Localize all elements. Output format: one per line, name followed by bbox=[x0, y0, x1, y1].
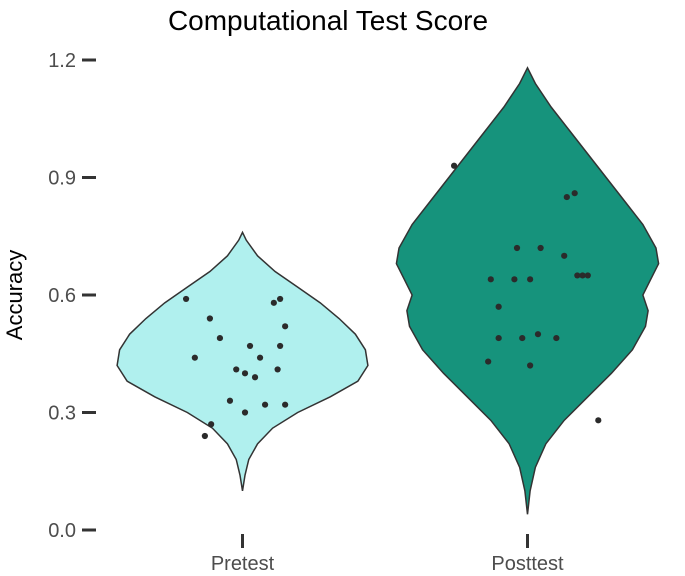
violin-posttest bbox=[396, 68, 658, 514]
data-point bbox=[535, 331, 541, 337]
data-point bbox=[233, 366, 239, 372]
data-point bbox=[514, 245, 520, 251]
data-point bbox=[217, 335, 223, 341]
y-axis-label: Accuracy bbox=[2, 250, 27, 340]
data-point bbox=[519, 335, 525, 341]
data-point bbox=[257, 355, 263, 361]
x-tick-label: Posttest bbox=[491, 553, 564, 575]
data-point bbox=[247, 343, 253, 349]
data-point bbox=[595, 417, 601, 423]
y-tick-label: 0.6 bbox=[48, 285, 76, 307]
data-point bbox=[202, 433, 208, 439]
data-point bbox=[561, 253, 567, 259]
data-point bbox=[496, 335, 502, 341]
violins-group bbox=[117, 68, 659, 514]
data-point bbox=[282, 402, 288, 408]
data-point bbox=[553, 335, 559, 341]
y-axis: 0.0 0.3 0.6 0.9 1.2 bbox=[48, 50, 96, 542]
data-point bbox=[242, 409, 248, 415]
data-point bbox=[572, 190, 578, 196]
data-point bbox=[275, 366, 281, 372]
data-point bbox=[282, 323, 288, 329]
chart-container: Computational Test Score Accuracy 0.0 0.3… bbox=[0, 0, 685, 576]
violin-chart: Computational Test Score Accuracy 0.0 0.3… bbox=[0, 0, 685, 576]
y-tick-label: 0.3 bbox=[48, 403, 76, 425]
data-point bbox=[564, 194, 570, 200]
data-point bbox=[208, 421, 214, 427]
data-point bbox=[277, 343, 283, 349]
data-point bbox=[252, 374, 258, 380]
data-point bbox=[485, 358, 491, 364]
data-point bbox=[227, 398, 233, 404]
chart-title: Computational Test Score bbox=[168, 5, 488, 36]
data-point bbox=[192, 355, 198, 361]
y-tick-label: 0.9 bbox=[48, 168, 76, 190]
data-point bbox=[527, 362, 533, 368]
data-point bbox=[277, 296, 283, 302]
data-point bbox=[183, 296, 189, 302]
x-tick-label: Pretest bbox=[211, 553, 275, 575]
data-point bbox=[451, 163, 457, 169]
y-tick-label: 0.0 bbox=[48, 520, 76, 542]
y-tick-label: 1.2 bbox=[48, 50, 76, 72]
data-point bbox=[242, 370, 248, 376]
x-axis: Pretest Posttest bbox=[211, 534, 564, 575]
data-point bbox=[271, 300, 277, 306]
data-point bbox=[538, 245, 544, 251]
data-point bbox=[585, 272, 591, 278]
violin-pretest bbox=[117, 232, 368, 491]
data-point bbox=[527, 276, 533, 282]
data-point bbox=[511, 276, 517, 282]
data-point bbox=[488, 276, 494, 282]
data-point bbox=[207, 315, 213, 321]
data-point bbox=[262, 402, 268, 408]
data-point bbox=[496, 304, 502, 310]
